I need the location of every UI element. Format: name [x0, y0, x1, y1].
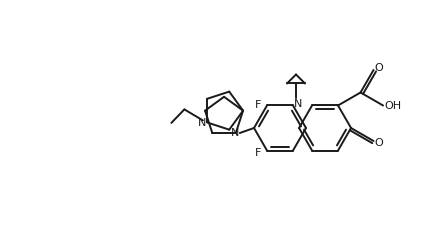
Text: F: F — [255, 148, 261, 157]
Text: OH: OH — [385, 101, 402, 111]
Text: N: N — [198, 118, 206, 128]
Text: N: N — [294, 99, 302, 110]
Text: F: F — [255, 101, 261, 110]
Text: O: O — [374, 63, 383, 73]
Text: O: O — [374, 138, 383, 148]
Text: N: N — [230, 128, 239, 138]
